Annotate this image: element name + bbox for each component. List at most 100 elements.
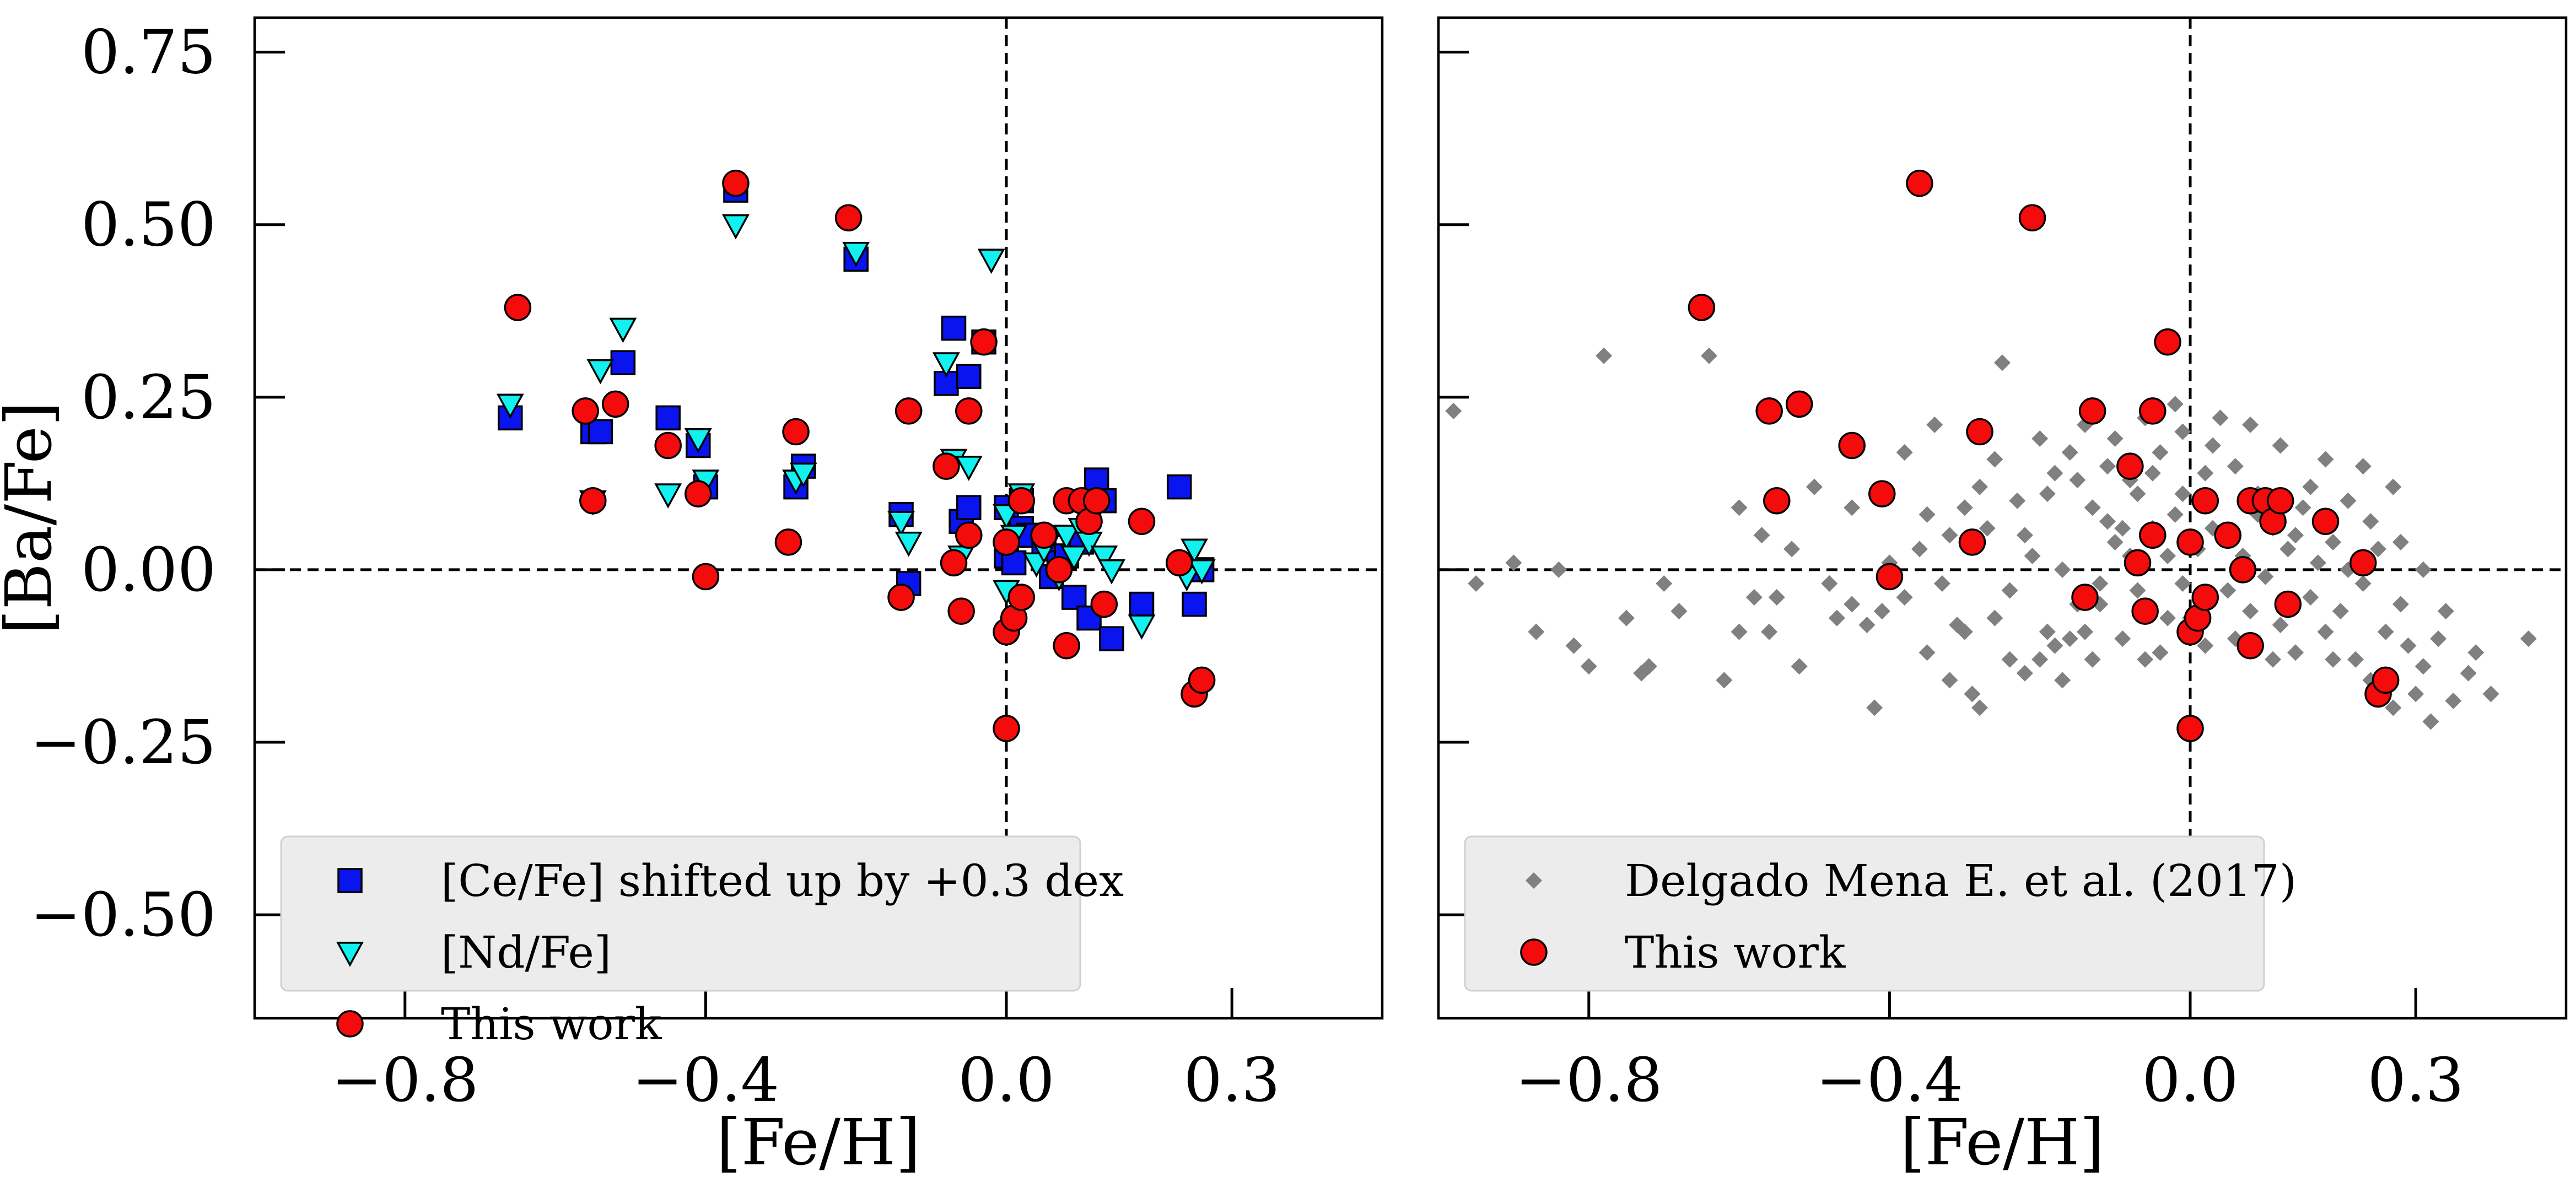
data-point-circle [2018, 204, 2046, 231]
data-point-diamond [2046, 637, 2063, 654]
data-point-diamond [1753, 527, 1770, 544]
y-tick-label: 0.00 [81, 534, 216, 605]
data-point-diamond [2016, 527, 2033, 544]
data-point-triangle-down [1181, 538, 1208, 564]
data-point-circle [782, 418, 810, 446]
data-point-diamond [2482, 685, 2499, 703]
left-panel: −0.8 −0.4 0.0 0.3 0.75 0.50 0.25 0.00 −0.25 −0.50… [0, 16, 1384, 1177]
data-point-circle [887, 584, 915, 611]
data-point-circle [1090, 590, 1118, 618]
data-point-circle [970, 328, 998, 356]
data-point-circle [1785, 390, 1813, 418]
data-point-diamond [2084, 499, 2101, 516]
data-point-circle [2214, 521, 2241, 549]
data-point-circle [692, 563, 720, 591]
x-axis-label: [Fe/H] [716, 1106, 920, 1177]
y-tick-label: 0.50 [81, 190, 216, 260]
data-point-square [941, 315, 967, 341]
data-point-diamond [1791, 658, 1808, 675]
data-point-diamond [1768, 589, 1785, 606]
data-point-circle [504, 294, 532, 321]
data-point-diamond [2445, 692, 2462, 709]
data-point-circle [955, 397, 983, 425]
data-point-diamond [2415, 561, 2432, 578]
data-point-diamond [2114, 630, 2131, 647]
data-point-diamond [2332, 603, 2349, 620]
data-point-diamond [1565, 637, 1582, 654]
data-point-diamond [1716, 672, 1733, 689]
data-point-diamond [1844, 596, 1861, 613]
legend-entry-label: [Nd/Fe] [441, 927, 611, 978]
data-point-diamond [2152, 444, 2169, 461]
data-point-diamond [1926, 416, 1943, 433]
data-point-diamond [1806, 478, 1823, 495]
data-point-triangle-down [842, 241, 870, 267]
data-point-diamond [2227, 458, 2244, 475]
legend-entry-label: [Ce/Fe] shifted up by +0.3 dex [441, 855, 1124, 906]
data-point-diamond [2279, 541, 2297, 558]
data-point-circle [774, 528, 802, 556]
data-point-diamond [2167, 506, 2184, 523]
data-point-circle [2124, 549, 2152, 577]
data-point-diamond [2061, 444, 2078, 461]
data-point-diamond [2385, 699, 2402, 716]
series-circle [504, 169, 1216, 742]
data-point-circle [1165, 549, 1193, 577]
data-point-square [1099, 626, 1124, 651]
data-point-circle [1082, 487, 1111, 515]
data-point-circle [2311, 507, 2340, 536]
data-point-circle [2078, 397, 2106, 425]
series-diamond [1445, 347, 2537, 730]
data-point-diamond [1844, 499, 1861, 516]
data-point-circle [1958, 528, 1986, 556]
data-point-diamond [2031, 430, 2049, 447]
x-tick-label: 0.0 [958, 1045, 1055, 1115]
data-point-diamond [2069, 472, 2086, 489]
x-tick-label: 0.3 [2368, 1045, 2464, 1115]
data-point-diamond [1731, 499, 1748, 516]
data-point-diamond [2197, 465, 2214, 482]
data-point-triangle-down [586, 359, 615, 385]
data-point-diamond [2174, 485, 2191, 503]
data-point-circle [1688, 294, 1716, 321]
data-point-diamond [2272, 617, 2289, 634]
data-point-diamond [2272, 437, 2289, 454]
data-point-square [655, 405, 681, 431]
data-point-diamond [2129, 582, 2146, 599]
data-point-diamond [2460, 665, 2477, 682]
data-point-triangle-down [1128, 614, 1156, 640]
data-point-circle [1755, 397, 1783, 425]
x-tick-label: 0.3 [1184, 1045, 1280, 1115]
data-point-diamond [1918, 506, 1936, 523]
right-panel: −0.8 −0.4 0.0 0.3 [Fe/H] Delgado Mena E. et a… [1437, 16, 2568, 1177]
data-point-diamond [2347, 651, 2364, 668]
data-point-diamond [2219, 582, 2237, 599]
plot-frame [253, 16, 1384, 1020]
data-point-circle [1876, 563, 1904, 591]
data-point-diamond [2084, 651, 2101, 668]
data-point-diamond [1986, 451, 2003, 468]
data-point-diamond [2046, 465, 2063, 482]
data-point-circle [572, 397, 599, 425]
data-point-diamond [2106, 533, 2124, 550]
y-tick-label: −0.50 [30, 879, 216, 950]
data-point-diamond [1783, 541, 1801, 558]
data-point-circle [894, 397, 923, 425]
x-tick-label: 0.0 [2142, 1045, 2239, 1115]
data-point-diamond [1445, 402, 1462, 419]
data-point-diamond [2325, 533, 2342, 550]
data-point-diamond [2114, 520, 2131, 537]
data-point-diamond [2287, 527, 2304, 544]
data-point-diamond [2061, 630, 2078, 647]
data-point-triangle-down [932, 352, 960, 377]
data-point-circle [1045, 556, 1073, 584]
data-point-diamond [1618, 609, 1635, 627]
legend-entry-label: This work [1625, 927, 1846, 978]
data-point-circle [955, 521, 983, 549]
data-point-circle [2274, 590, 2302, 618]
data-point-diamond [1994, 354, 2011, 371]
data-point-circle [2237, 631, 2264, 660]
data-point-diamond [2317, 623, 2334, 640]
data-point-diamond [1896, 444, 1913, 461]
data-point-circle [579, 487, 607, 515]
